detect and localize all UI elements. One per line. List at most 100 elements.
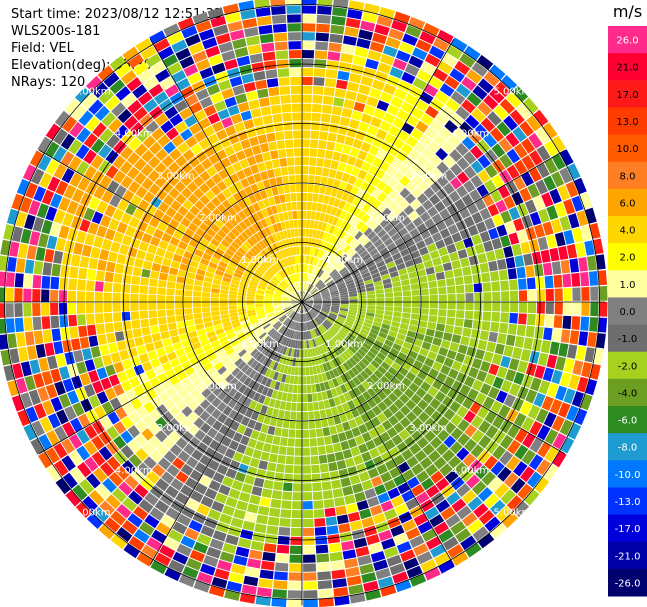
velocity-gate <box>314 248 319 257</box>
velocity-gate <box>537 236 549 251</box>
velocity-gate <box>45 383 58 399</box>
velocity-gate <box>237 101 250 113</box>
velocity-gate <box>113 421 127 435</box>
velocity-gate <box>330 206 338 216</box>
velocity-gate <box>394 410 405 422</box>
velocity-gate <box>94 292 103 302</box>
velocity-gate <box>5 272 15 287</box>
velocity-gate <box>220 313 230 320</box>
velocity-gate <box>220 289 229 295</box>
velocity-gate <box>116 340 127 352</box>
velocity-gate <box>322 306 331 310</box>
velocity-gate <box>318 400 325 410</box>
velocity-gate <box>546 234 557 249</box>
velocity-gate <box>357 210 366 220</box>
velocity-gate <box>272 223 279 233</box>
velocity-gate <box>53 442 68 459</box>
velocity-gate <box>384 439 396 451</box>
velocity-gate <box>306 283 311 292</box>
velocity-gate <box>141 441 155 455</box>
velocity-gate <box>549 341 560 356</box>
velocity-gate <box>316 269 323 277</box>
velocity-gate <box>276 251 283 260</box>
velocity-gate <box>68 450 83 466</box>
velocity-gate <box>275 50 289 60</box>
velocity-gate <box>335 278 344 285</box>
velocity-gate <box>121 520 138 535</box>
velocity-gate <box>512 126 527 142</box>
velocity-gate <box>330 309 339 314</box>
velocity-gate <box>424 567 441 581</box>
velocity-gate <box>491 237 503 250</box>
velocity-gate <box>335 423 345 434</box>
velocity-gate <box>232 38 247 50</box>
velocity-gate <box>250 183 259 194</box>
velocity-gate <box>206 165 218 177</box>
velocity-gate <box>496 366 508 379</box>
velocity-gate <box>316 355 322 365</box>
velocity-gate <box>360 237 370 247</box>
velocity-gate <box>357 360 367 370</box>
velocity-gate <box>411 463 424 476</box>
velocity-gate <box>454 276 464 286</box>
velocity-gate <box>210 238 220 247</box>
velocity-gate <box>253 477 265 488</box>
velocity-gate <box>69 467 85 484</box>
velocity-gate <box>325 516 338 526</box>
velocity-gate <box>254 339 263 348</box>
velocity-gate <box>256 587 272 597</box>
velocity-gate <box>218 336 228 344</box>
velocity-gate <box>488 331 498 343</box>
velocity-gate <box>363 580 379 592</box>
velocity-gate <box>412 216 424 227</box>
velocity-gate <box>413 141 427 154</box>
velocity-gate <box>166 288 175 296</box>
velocity-gate <box>474 302 483 311</box>
velocity-gate <box>425 328 435 337</box>
velocity-gate <box>256 181 265 191</box>
velocity-gate <box>417 167 430 180</box>
velocity-gate <box>207 459 220 471</box>
velocity-gate <box>45 159 60 176</box>
velocity-gate <box>112 292 121 302</box>
velocity-gate <box>351 529 365 540</box>
velocity-gate <box>188 156 200 168</box>
velocity-gate <box>351 327 360 335</box>
velocity-gate <box>246 304 255 308</box>
velocity-gate <box>263 479 274 490</box>
velocity-gate <box>330 270 339 278</box>
velocity-gate <box>299 291 302 300</box>
velocity-gate <box>387 227 398 237</box>
velocity-gate <box>247 558 262 569</box>
colorbar-swatch <box>608 134 647 163</box>
velocity-gate <box>580 316 590 331</box>
velocity-gate <box>14 273 24 288</box>
velocity-gate <box>366 290 376 295</box>
velocity-gate <box>249 282 258 288</box>
velocity-gate <box>475 392 487 405</box>
velocity-gate <box>284 193 292 203</box>
velocity-gate <box>175 492 189 505</box>
velocity-gate <box>392 281 401 288</box>
velocity-gate <box>490 523 507 539</box>
velocity-gate <box>204 321 213 328</box>
velocity-gate <box>370 550 386 563</box>
velocity-gate <box>50 396 63 412</box>
velocity-gate <box>134 143 148 157</box>
velocity-gate <box>78 110 94 127</box>
velocity-gate <box>247 287 256 293</box>
velocity-gate <box>291 298 300 302</box>
velocity-gate <box>315 428 324 438</box>
velocity-gate <box>303 322 306 331</box>
velocity-gate <box>105 494 121 510</box>
velocity-gate <box>264 303 273 306</box>
velocity-gate <box>319 240 325 250</box>
velocity-gate <box>304 299 313 302</box>
velocity-gate <box>168 417 180 430</box>
velocity-gate <box>61 438 75 454</box>
velocity-gate <box>381 323 391 330</box>
velocity-gate <box>133 207 145 220</box>
velocity-gate <box>521 416 535 432</box>
velocity-gate <box>378 264 388 272</box>
velocity-gate <box>12 363 24 379</box>
